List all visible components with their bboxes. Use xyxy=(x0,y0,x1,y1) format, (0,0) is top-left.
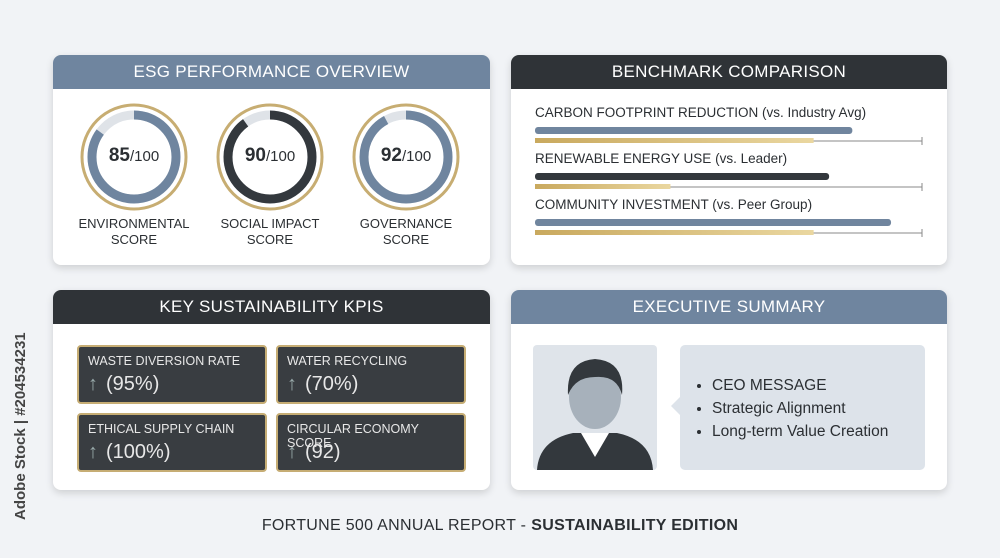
benchmark-label: RENEWABLE ENERGY USE (vs. Leader) xyxy=(535,151,787,166)
score-label: SOCIAL IMPACT SCORE xyxy=(220,216,320,247)
metric: COMMUNITY INVESTMENT xyxy=(535,197,709,212)
footer-emphasis: SUSTAINABILITY EDITION xyxy=(531,517,739,534)
speech-bubble: CEO MESSAGEStrategic AlignmentLong-term … xyxy=(671,345,925,470)
panel-title: KEY SUSTAINABILITY KPIS xyxy=(53,290,490,324)
score-value: 90/100 xyxy=(220,145,320,167)
score-max: /100 xyxy=(401,148,432,165)
kpi-card: WASTE DIVERSION RATE ↑ (95%) xyxy=(77,345,267,404)
panel: ESG PERFORMANCE OVERVIEW 85/100 ENVIRONMEN… xyxy=(53,55,490,265)
panel: KEY SUSTAINABILITY KPIS WASTE DIVERSION R… xyxy=(53,290,490,490)
ring-frame xyxy=(216,103,324,211)
bar xyxy=(535,219,892,226)
score-number: 92 xyxy=(380,145,402,166)
kpi-value: ↑ (92) xyxy=(287,441,341,464)
ring-frame xyxy=(352,103,460,211)
bars xyxy=(535,127,923,237)
score-label: ENVIRONMENTAL SCORE xyxy=(78,216,190,247)
ring-progress xyxy=(87,110,181,204)
collar xyxy=(581,433,609,457)
metric: RENEWABLE ENERGY USE xyxy=(535,151,712,166)
kpi-number: (100%) xyxy=(106,441,171,463)
panel-title: ESG PERFORMANCE OVERVIEW xyxy=(53,55,490,89)
kpi-label: WATER RECYCLING xyxy=(287,354,408,368)
score-number: 85 xyxy=(108,145,130,166)
bullet: CEO MESSAGE xyxy=(712,374,888,397)
score-value: 92/100 xyxy=(356,145,456,167)
watermark: Adobe Stock | #204534231 xyxy=(12,332,29,520)
kpi-number: (95%) xyxy=(106,373,160,395)
ring-progress xyxy=(359,110,453,204)
score-max: /100 xyxy=(129,148,160,165)
arrow-icon: ↑ xyxy=(88,441,98,463)
score-value: 85/100 xyxy=(84,145,184,167)
score-label: GOVERNANCE SCORE xyxy=(359,216,453,247)
context: (vs. Leader) xyxy=(715,151,788,166)
footer-text: FORTUNE 500 ANNUAL REPORT - xyxy=(261,517,527,534)
arrow-icon: ↑ xyxy=(287,373,297,395)
kpi-card: WATER RECYCLING ↑ (70%) xyxy=(276,345,466,404)
benchmark-bar xyxy=(535,138,814,143)
bullet: Long-term Value Creation xyxy=(712,420,888,443)
panel: BENCHMARK COMPARISON CARBON FOOTPRINT RED… xyxy=(511,55,947,265)
panel: EXECUTIVE SUMMARY CEO MESSAGEStrategic Al… xyxy=(511,290,947,490)
metric: CARBON FOOTPRINT REDUCTION xyxy=(535,105,759,120)
score-number: 90 xyxy=(244,145,266,166)
context: (vs. Peer Group) xyxy=(712,197,813,212)
benchmark-label: COMMUNITY INVESTMENT (vs. Peer Group) xyxy=(535,197,812,212)
bullet: Strategic Alignment xyxy=(712,397,888,420)
kpi-value: ↑ (100%) xyxy=(88,441,170,464)
kpi-label: ETHICAL SUPPLY CHAIN xyxy=(88,422,235,436)
kpi-number: (92) xyxy=(305,441,341,463)
bar xyxy=(535,173,830,180)
bullet-list: CEO MESSAGEStrategic AlignmentLong-term … xyxy=(680,374,888,443)
bar xyxy=(535,127,853,134)
context: (vs. Industry Avg) xyxy=(762,105,867,120)
face xyxy=(569,365,621,429)
avatar-box xyxy=(533,345,657,470)
kpi-value: ↑ (70%) xyxy=(287,373,358,396)
rings xyxy=(80,103,460,211)
panel-title: BENCHMARK COMPARISON xyxy=(511,55,947,89)
benchmark-bar xyxy=(535,230,814,235)
kpi-card: CIRCULAR ECONOMY SCORE ↑ (92) xyxy=(276,413,466,472)
ring-frame xyxy=(80,103,188,211)
kpi-label: CIRCULAR ECONOMY SCORE xyxy=(287,422,419,450)
arrow-icon: ↑ xyxy=(287,441,297,463)
score-max: /100 xyxy=(265,148,296,165)
kpi-card: ETHICAL SUPPLY CHAIN ↑ (100%) xyxy=(77,413,267,472)
ring-progress xyxy=(223,110,317,204)
arrow-icon: ↑ xyxy=(88,373,98,395)
benchmark-label: CARBON FOOTPRINT REDUCTION (vs. Industry… xyxy=(535,105,866,120)
kpi-number: (70%) xyxy=(305,373,359,395)
hair xyxy=(567,359,623,395)
footer: FORTUNE 500 ANNUAL REPORT - SUSTAINABILIT… xyxy=(0,517,1000,535)
kpi-value: ↑ (95%) xyxy=(88,373,159,396)
kpi-label: WASTE DIVERSION RATE xyxy=(88,354,241,368)
panel-title: EXECUTIVE SUMMARY xyxy=(511,290,947,324)
benchmark-bar xyxy=(535,184,671,189)
avatar xyxy=(537,359,653,470)
bubble-pointer xyxy=(671,397,680,415)
